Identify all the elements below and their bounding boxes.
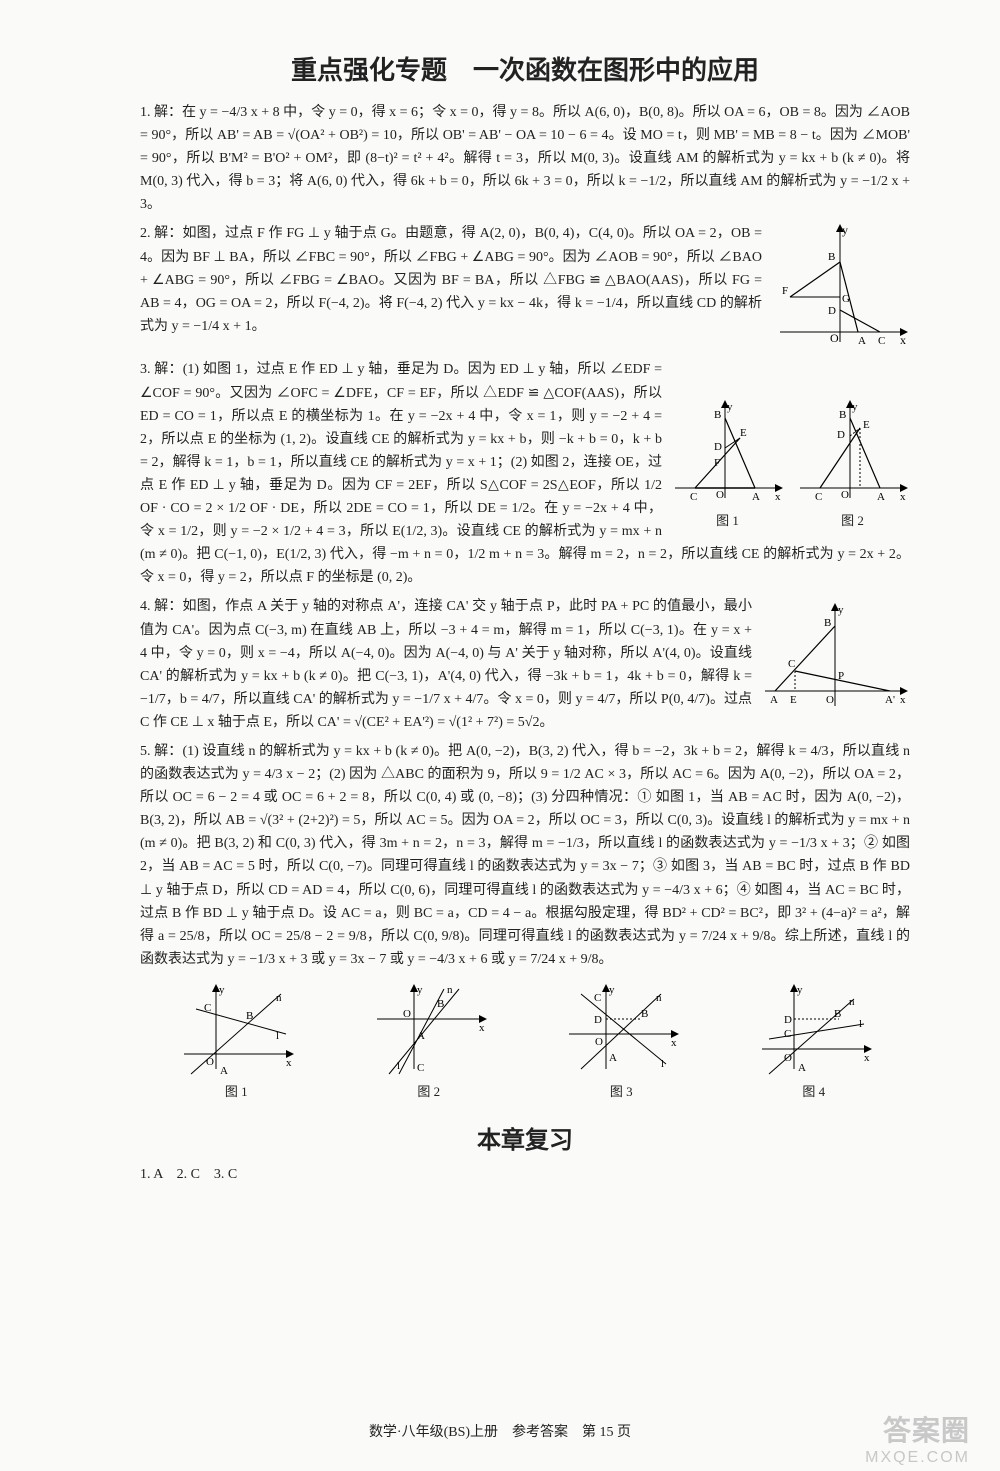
svg-text:l: l [661,1058,664,1070]
svg-text:F: F [714,457,720,469]
problem-5: 5. 解：(1) 设直线 n 的解析式为 y = kx + b (k ≠ 0)。… [140,740,910,971]
problem-2: O y x A C B F G D 2. 解：如图，过点 F 作 FG ⊥ y … [140,222,910,352]
svg-text:x: x [900,491,906,503]
svg-text:x: x [864,1052,870,1064]
section-review-title: 本章复习 [140,1120,910,1155]
page-title: 重点强化专题 一次函数在图形中的应用 [140,50,910,87]
svg-text:D: D [784,1014,792,1026]
problem-5-text: 5. 解：(1) 设直线 n 的解析式为 y = kx + b (k ≠ 0)。… [140,740,910,971]
svg-text:A: A [752,491,760,503]
svg-text:n: n [447,984,453,996]
svg-text:P: P [838,670,844,682]
svg-text:O: O [716,489,724,501]
svg-text:G: G [842,293,850,305]
svg-text:B: B [714,409,721,421]
figure-bottom-1: Ox y C B Al n 图 1 [176,979,296,1100]
svg-text:C: C [878,335,885,347]
svg-text:B: B [824,617,831,629]
problem-1-text: 1. 解：在 y = −4/3 x + 8 中，令 y = 0，得 x = 6；… [140,101,910,216]
svg-text:y: y [219,984,225,996]
svg-text:x: x [479,1022,485,1034]
figure-problem-2: O y x A C B F G D [770,222,910,352]
svg-text:B: B [246,1010,253,1022]
fig-bottom-cap1: 图 1 [176,1081,296,1100]
svg-text:x: x [286,1057,292,1069]
svg-text:D: D [714,441,722,453]
svg-text:n: n [656,992,662,1004]
svg-text:B: B [437,998,444,1010]
fig-bottom-cap2: 图 2 [369,1081,489,1100]
figure-bottom-3: Ox y C B D A n l 图 3 [561,979,681,1100]
svg-text:B: B [834,1008,841,1020]
svg-text:A: A [770,694,778,706]
svg-text:B: B [641,1008,648,1020]
figure-group-p3: O x y C A B E D F 图 1 [670,398,910,531]
svg-text:O: O [841,489,849,501]
fig-p3-cap2: 图 2 [795,510,910,531]
label-O: O [830,331,839,345]
watermark: 答案圈 [883,1409,970,1449]
svg-text:x: x [900,694,906,706]
svg-text:l: l [276,1030,279,1042]
svg-text:C: C [204,1002,211,1014]
svg-text:y: y [852,401,858,413]
svg-text:A: A [220,1065,228,1077]
svg-text:B: B [828,251,835,263]
svg-text:y: y [838,604,844,616]
svg-text:x: x [900,333,906,347]
svg-text:A: A [877,491,885,503]
svg-text:A: A [798,1062,806,1074]
fig-bottom-cap3: 图 3 [561,1081,681,1100]
svg-text:D: D [828,305,836,317]
svg-text:O: O [206,1056,214,1068]
svg-text:E: E [863,419,870,431]
svg-text:x: x [775,491,781,503]
svg-text:C: C [594,992,601,1004]
review-answers: 1. A 2. C 3. C [140,1163,910,1183]
svg-text:B: B [839,409,846,421]
watermark-sub: MXQE.COM [865,1449,970,1467]
svg-text:l: l [859,1018,862,1030]
svg-text:E: E [790,694,797,706]
svg-text:E: E [740,427,747,439]
figure-problem-4: O x y A E A' C B P [760,601,910,716]
svg-text:O: O [595,1036,603,1048]
svg-text:y: y [727,401,733,413]
figure-bottom-2: Ox y A B Cn l 图 2 [369,979,489,1100]
svg-text:A: A [609,1052,617,1064]
svg-text:n: n [849,996,855,1008]
problem-3: O x y C A B E D F 图 1 [140,358,910,589]
svg-text:A: A [858,335,866,347]
svg-text:O: O [784,1052,792,1064]
svg-text:C: C [417,1062,424,1074]
page-container: 重点强化专题 一次函数在图形中的应用 1. 解：在 y = −4/3 x + 8… [0,0,1000,1471]
svg-text:D: D [837,429,845,441]
svg-text:C: C [784,1028,791,1040]
figures-row-bottom: Oxy CB Aln 图 1 Oxy AB Cnl 图 2 [140,979,910,1100]
page-footer: 数学·八年级(BS)上册 参考答案 第 15 页 [0,1421,1000,1441]
svg-text:F: F [782,285,788,297]
svg-text:l: l [397,1060,400,1072]
svg-text:y: y [797,984,803,996]
svg-text:O: O [403,1008,411,1020]
svg-text:y: y [609,984,615,996]
fig-bottom-cap4: 图 4 [754,1081,874,1100]
svg-text:A: A [417,1030,425,1042]
svg-text:C: C [788,658,795,670]
svg-text:A': A' [885,694,895,706]
svg-text:D: D [594,1014,602,1026]
problem-1: 1. 解：在 y = −4/3 x + 8 中，令 y = 0，得 x = 6；… [140,101,910,216]
figure-bottom-4: Ox y B C D A nl 图 4 [754,979,874,1100]
svg-text:O: O [826,694,834,706]
svg-text:y: y [842,223,848,237]
svg-text:y: y [417,984,423,996]
svg-text:n: n [276,992,282,1004]
problem-4: O x y A E A' C B P 4. 解：如图，作点 A 关于 y 轴的对… [140,595,910,734]
svg-text:C: C [690,491,697,503]
figure-p3-2: O x y C A B E D 图 2 [795,398,910,531]
svg-text:C: C [815,491,822,503]
figure-p3-1: O x y C A B E D F 图 1 [670,398,785,531]
svg-text:x: x [671,1037,677,1049]
fig-p3-cap1: 图 1 [670,510,785,531]
